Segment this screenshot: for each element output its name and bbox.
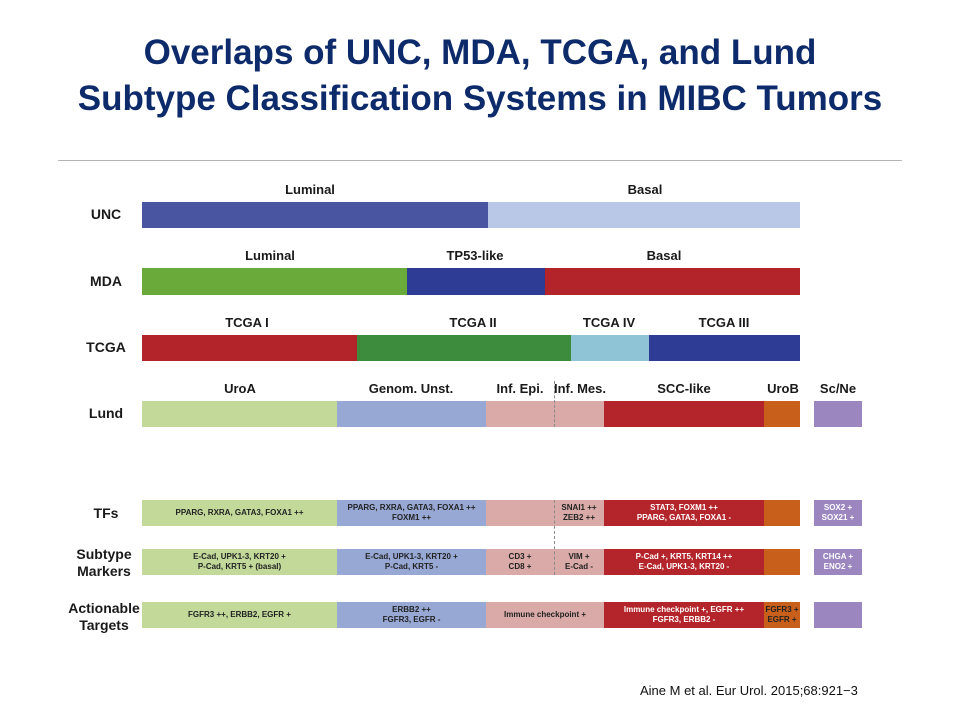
lund-inf-bar [486,401,604,427]
unc-luminal-label: Luminal [285,182,335,197]
actionable-targets-line-1: Actionable [68,600,140,616]
markers-uroa-line-1: E-Cad, UPK1-3, KRT20 + [193,552,286,561]
unc-basal-bar [488,202,800,228]
lund-scc-label: SCC-like [657,381,711,396]
lund-infmes-label: Inf. Mes. [553,381,606,396]
tfs-uroa-cell: PPARG, RXRA, GATA3, FOXA1 ++ [142,500,337,526]
markers-infmes-cell: VIM + E-Cad - [554,549,604,575]
markers-scne-line-2: ENO2 + [823,562,853,571]
tcga-iv-bar [571,335,649,361]
markers-scc-cell: P-Cad +, KRT5, KRT14 ++ E-Cad, UPK1-3, K… [604,549,764,575]
tcga-iv-label: TCGA IV [582,315,636,330]
targets-genom-line-2: FGFR3, EGFR - [382,615,441,624]
tfs-scne-cell: SOX2 + SOX21 + [814,500,862,526]
markers-genom-line-2: P-Cad, KRT5 - [384,562,439,571]
targets-uroa-line-1: FGFR3 ++, ERBB2, EGFR + [188,610,291,619]
markers-infmes-line-1: VIM + [568,552,590,561]
unc-basal-label: Basal [627,182,663,197]
tfs-infmes-cell: SNAI1 ++ ZEB2 ++ [554,500,604,526]
lund-genom-label: Genom. Unst. [368,381,454,396]
row-label-actionable-targets: Actionable Targets [60,600,148,634]
lund-scc-bar [604,401,764,427]
tcga-i-bar [142,335,357,361]
targets-urob-line-2: EGFR + [767,615,797,624]
markers-infepi-cell: CD3 + CD8 + [486,549,554,575]
targets-scc-cell: Immune checkpoint +, EGFR ++ FGFR3, ERBB… [604,602,764,628]
markers-scne-cell: CHGA + ENO2 + [814,549,862,575]
mda-basal-bar [545,268,800,295]
lund-infepi-label: Inf. Epi. [496,381,544,396]
tcga-iii-label: TCGA III [698,315,750,330]
actionable-targets-line-2: Targets [79,617,129,633]
markers-uroa-cell: E-Cad, UPK1-3, KRT20 + P-Cad, KRT5 + (ba… [142,549,337,575]
targets-genom-line-1: ERBB2 ++ [392,605,431,614]
targets-inf-cell: Immune checkpoint + [486,602,604,628]
subtable-inf-divider [554,500,555,575]
tcga-ii-bar [357,335,571,361]
mda-tp53-label: TP53-like [446,248,504,263]
markers-uroa-line-2: P-Cad, KRT5 + (basal) [197,562,282,571]
targets-uroa-cell: FGFR3 ++, ERBB2, EGFR + [142,602,337,628]
tfs-genom-line-2: FOXM1 ++ [391,513,432,522]
markers-scne-line-1: CHGA + [822,552,854,561]
tfs-scne-line-2: SOX21 + [821,513,855,522]
tfs-genom-cell: PPARG, RXRA, GATA3, FOXA1 ++ FOXM1 ++ [337,500,486,526]
row-label-mda: MDA [90,273,122,289]
tfs-infmes-line-1: SNAI1 ++ [561,503,597,512]
mda-luminal-bar [142,268,407,295]
subtype-markers-line-2: Markers [77,563,131,579]
targets-scc-line-2: FGFR3, ERBB2 - [652,615,716,624]
markers-genom-line-1: E-Cad, UPK1-3, KRT20 + [365,552,458,561]
mda-tp53-bar [407,268,545,295]
tfs-genom-line-1: PPARG, RXRA, GATA3, FOXA1 ++ [347,503,476,512]
lund-urob-label: UroB [767,381,799,396]
tfs-scc-cell: STAT3, FOXM1 ++ PPARG, GATA3, FOXA1 - [604,500,764,526]
markers-genom-cell: E-Cad, UPK1-3, KRT20 + P-Cad, KRT5 - [337,549,486,575]
tfs-scc-line-1: STAT3, FOXM1 ++ [650,503,718,512]
row-label-lund: Lund [88,405,124,421]
tcga-i-label: TCGA I [225,315,269,330]
tfs-infmes-line-2: ZEB2 ++ [562,513,595,522]
tcga-iii-bar [649,335,800,361]
slide-title: Overlaps of UNC, MDA, TCGA, and Lund Sub… [0,30,960,122]
mda-basal-label: Basal [646,248,682,263]
markers-infepi-line-2: CD8 + [508,562,532,571]
mda-luminal-label: Luminal [245,248,295,263]
tfs-uroa-line-1: PPARG, RXRA, GATA3, FOXA1 ++ [175,508,304,517]
unc-luminal-bar [142,202,488,228]
title-divider [58,160,902,161]
targets-scc-line-1: Immune checkpoint +, EGFR ++ [623,605,745,614]
title-line-2: Subtype Classification Systems in MIBC T… [77,79,883,118]
tfs-scc-line-2: PPARG, GATA3, FOXA1 - [636,513,732,522]
lund-scne-bar [814,401,862,427]
row-label-unc: UNC [90,206,122,222]
title-line-1: Overlaps of UNC, MDA, TCGA, and Lund [143,33,817,72]
markers-infepi-line-1: CD3 + [508,552,532,561]
citation: Aine M et al. Eur Urol. 2015;68:921−3 [640,683,858,698]
tcga-ii-label: TCGA II [449,315,497,330]
lund-uroa-bar [142,401,337,427]
subtype-markers-line-1: Subtype [76,546,132,562]
targets-genom-cell: ERBB2 ++ FGFR3, EGFR - [337,602,486,628]
tfs-urob-cell [764,500,800,526]
markers-scc-line-2: E-Cad, UPK1-3, KRT20 - [638,562,730,571]
targets-urob-line-1: FGFR3 + [765,605,799,614]
markers-infmes-line-2: E-Cad - [565,562,593,571]
lund-genom-bar [337,401,486,427]
row-label-tfs: TFs [93,505,119,521]
lund-inf-divider [554,381,555,427]
targets-urob-cell: FGFR3 + EGFR + [764,602,800,628]
lund-scne-label: Sc/Ne [819,381,857,396]
targets-scne-cell [814,602,862,628]
lund-urob-bar [764,401,800,427]
row-label-tcga: TCGA [86,339,126,355]
tfs-scne-line-1: SOX2 + [823,503,853,512]
lund-uroa-label: UroA [224,381,256,396]
targets-inf-line-1: Immune checkpoint + [503,610,587,619]
markers-urob-cell [764,549,800,575]
markers-scc-line-1: P-Cad +, KRT5, KRT14 ++ [635,552,733,561]
tfs-infepi-cell [486,500,554,526]
row-label-subtype-markers: Subtype Markers [66,546,142,580]
